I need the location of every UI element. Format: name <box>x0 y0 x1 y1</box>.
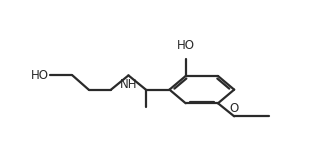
Text: NH: NH <box>120 78 137 91</box>
Text: HO: HO <box>31 69 49 82</box>
Text: O: O <box>230 102 239 115</box>
Text: HO: HO <box>177 39 195 52</box>
